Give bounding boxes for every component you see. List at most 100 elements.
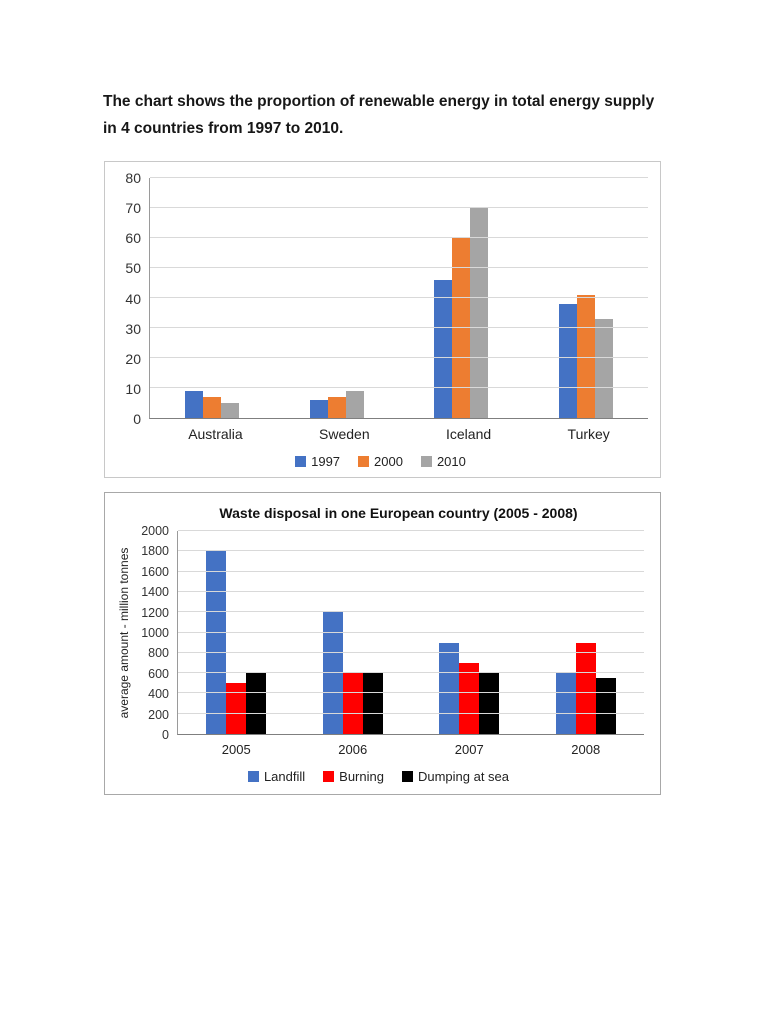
bar-2000	[327, 397, 346, 418]
gridline	[150, 357, 648, 358]
y-axis-title: average amount - million tonnes	[117, 547, 131, 719]
bar-landfill	[555, 673, 576, 734]
bar-group-2006	[322, 531, 383, 734]
y-tick-label: 2000	[141, 524, 169, 538]
gridline	[178, 550, 644, 552]
x-tick-label: 2005	[221, 742, 251, 757]
bar-group-2007	[439, 531, 500, 734]
x-tick-label: 2006	[338, 742, 368, 757]
gridline	[150, 237, 648, 238]
y-tick-label: 200	[148, 707, 169, 722]
y-tick-label: 1400	[141, 585, 169, 600]
legend-item: Burning	[323, 769, 384, 784]
bar-dumping-at-sea	[595, 678, 616, 734]
gridline	[150, 207, 648, 208]
y-axis-title-column: average amount - million tonnes	[113, 531, 135, 735]
gridline	[178, 570, 644, 572]
legend-swatch	[247, 771, 259, 782]
bar-burning	[342, 673, 363, 734]
x-axis-row: Australia Sweden Iceland Turkey	[113, 419, 648, 442]
y-tick-label: 60	[125, 230, 141, 247]
bar-burning	[575, 642, 596, 734]
bar-1997	[185, 391, 204, 418]
gridline	[178, 692, 644, 694]
bar-2010	[221, 403, 240, 418]
bar-2000	[203, 397, 222, 418]
x-axis-labels: 2005 2006 2007 2008	[178, 735, 644, 757]
y-tick-label: 1200	[141, 605, 169, 620]
bar-group-Australia	[185, 178, 240, 418]
x-tick-label: Australia	[188, 426, 243, 442]
y-tick-label: 1800	[141, 544, 169, 559]
renewable-energy-chart: 0 10 20 30 40 50 60 70 80 Australia Sweden Iceland…	[104, 161, 661, 478]
y-tick-label: 1000	[141, 626, 169, 640]
gridline	[178, 712, 644, 714]
y-tick-label: 0	[133, 411, 141, 427]
gridline	[178, 590, 644, 592]
bar-dumping-at-sea	[246, 673, 267, 734]
bar-group-Iceland	[434, 178, 489, 418]
legend: 1997 2000 2010	[113, 442, 648, 473]
gridline	[150, 267, 648, 268]
y-tick-label: 30	[125, 320, 141, 337]
legend-label: 1997	[311, 454, 341, 469]
bar-group-Turkey	[558, 178, 613, 418]
x-tick-label: 2008	[571, 742, 601, 757]
y-tick-label: 20	[125, 350, 141, 367]
bar-2000	[452, 238, 471, 418]
y-tick-label: 50	[125, 260, 141, 277]
x-tick-label: Sweden	[319, 426, 370, 442]
x-axis-labels: Australia Sweden Iceland Turkey	[150, 419, 648, 442]
legend: Landfill Burning Dumping at sea	[113, 757, 644, 788]
gridline	[178, 651, 644, 653]
chart-plot-row: 0 10 20 30 40 50 60 70 80	[113, 170, 648, 427]
chart-title: Waste disposal in one European country (…	[219, 505, 578, 521]
legend-swatch	[420, 456, 432, 467]
y-tick-label: 400	[148, 687, 169, 702]
gridline	[178, 530, 644, 531]
gridline	[150, 387, 648, 388]
bar-2010	[345, 391, 364, 418]
bar-group-Sweden	[309, 178, 364, 418]
legend-item: Dumping at sea	[401, 769, 509, 784]
y-axis-labels: 0 10 20 30 40 50 60 70 80	[113, 170, 149, 427]
bar-1997	[558, 304, 577, 418]
bar-landfill	[439, 642, 460, 734]
legend-item: 2000	[358, 454, 403, 469]
x-tick-label: Turkey	[567, 426, 610, 442]
legend-label: Burning	[339, 769, 384, 784]
bar-1997	[434, 280, 453, 418]
y-tick-label: 0	[162, 728, 169, 742]
page-title: The chart shows the proportion of renewa…	[103, 88, 693, 142]
legend-item: Landfill	[247, 769, 306, 784]
bar-2010	[470, 208, 489, 418]
y-tick-label: 600	[148, 666, 169, 681]
plot-area	[149, 177, 648, 419]
legend-swatch	[401, 771, 413, 782]
legend-swatch	[358, 456, 370, 467]
gridline	[178, 631, 644, 633]
bar-2010	[594, 319, 613, 418]
x-tick-label: 2007	[454, 742, 484, 757]
legend-label: Landfill	[263, 769, 306, 784]
chart-plot-row: average amount - million tonnes 0 200 400 6…	[113, 524, 644, 742]
bar-dumping-at-sea	[479, 673, 500, 734]
bar-dumping-at-sea	[362, 673, 383, 734]
page-title-line-1: The chart shows the proportion of renewa…	[103, 93, 655, 110]
x-axis-row: 2005 2006 2007 2008	[113, 735, 644, 757]
gridline	[178, 672, 644, 674]
bar-burning	[226, 683, 247, 734]
legend-label: 2010	[436, 454, 466, 469]
y-tick-label: 1600	[141, 564, 169, 579]
bar-groups	[150, 178, 648, 418]
x-axis-spacer	[113, 419, 150, 442]
bar-burning	[459, 662, 480, 734]
x-tick-label: Iceland	[446, 426, 492, 442]
y-tick-label: 70	[125, 200, 141, 217]
y-tick-label: 40	[125, 290, 141, 307]
legend-item: 2010	[420, 454, 466, 469]
legend-item: 1997	[295, 454, 340, 469]
gridline	[150, 177, 648, 178]
waste-disposal-chart: Waste disposal in one European country (…	[104, 492, 661, 795]
